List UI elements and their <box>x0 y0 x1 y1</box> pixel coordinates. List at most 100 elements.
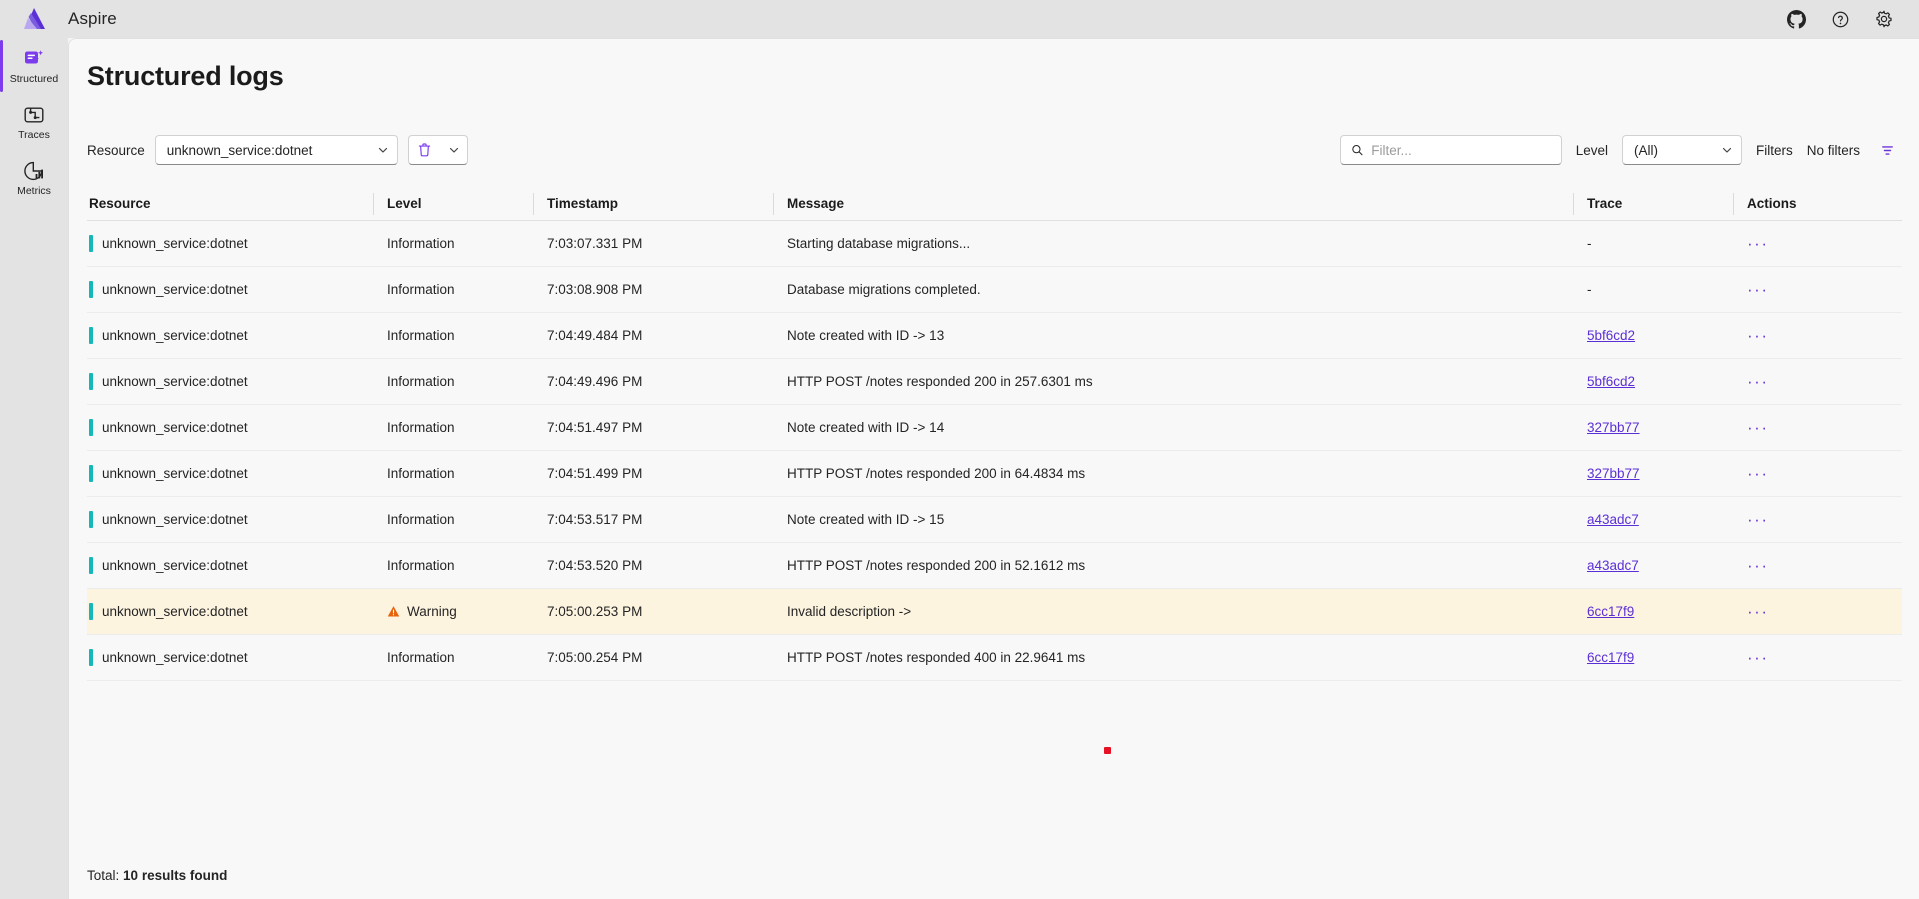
resource-color-bar <box>89 511 93 528</box>
timestamp-value: 7:04:53.520 PM <box>547 558 643 573</box>
cell-actions: ··· <box>1747 221 1902 267</box>
cell-message: HTTP POST /notes responded 200 in 52.161… <box>787 543 1587 589</box>
cell-message: HTTP POST /notes responded 200 in 257.63… <box>787 359 1587 405</box>
sidebar-item-label: Metrics <box>17 185 51 198</box>
message-text: Invalid description -> <box>787 604 912 619</box>
level-select-value: (All) <box>1633 142 1658 158</box>
column-header-trace[interactable]: Trace <box>1573 192 1747 215</box>
resource-color-bar <box>89 649 93 666</box>
cell-trace: 6cc17f9 <box>1587 589 1747 635</box>
timestamp-value: 7:05:00.254 PM <box>547 650 643 665</box>
search-input[interactable] <box>1371 142 1551 158</box>
table-row[interactable]: unknown_service:dotnet Information 7:03:… <box>87 267 1902 313</box>
table-row[interactable]: unknown_service:dotnet Information 7:04:… <box>87 497 1902 543</box>
sidebar-item-structured[interactable]: Structured <box>0 38 68 94</box>
cell-level: Information <box>387 497 547 543</box>
trace-link[interactable]: 5bf6cd2 <box>1587 374 1636 389</box>
cell-actions: ··· <box>1747 543 1902 589</box>
column-header-timestamp[interactable]: Timestamp <box>533 192 787 215</box>
resource-color-bar <box>89 603 93 620</box>
row-actions-button[interactable]: ··· <box>1747 464 1769 483</box>
total-value: 10 results found <box>123 868 228 883</box>
row-actions-button[interactable]: ··· <box>1747 280 1769 299</box>
table-row[interactable]: unknown_service:dotnet Information 7:04:… <box>87 313 1902 359</box>
gear-icon[interactable] <box>1873 8 1895 30</box>
sidebar-item-label: Traces <box>18 129 50 142</box>
sidebar-item-metrics[interactable]: Metrics <box>0 150 68 206</box>
trace-link[interactable]: a43adc7 <box>1587 512 1639 527</box>
toolbar: Resource unknown_service:dotnet <box>69 135 1919 177</box>
github-icon[interactable] <box>1785 8 1807 30</box>
help-circle-icon[interactable] <box>1829 8 1851 30</box>
cell-timestamp: 7:04:49.496 PM <box>547 359 787 405</box>
row-actions-button[interactable]: ··· <box>1747 418 1769 437</box>
app-title: Aspire <box>68 9 117 28</box>
row-actions-button[interactable]: ··· <box>1747 510 1769 529</box>
cell-timestamp: 7:05:00.254 PM <box>547 635 787 681</box>
cell-timestamp: 7:04:53.517 PM <box>547 497 787 543</box>
cell-resource: unknown_service:dotnet <box>87 635 387 681</box>
cell-level: Warning <box>387 589 547 635</box>
resource-name: unknown_service:dotnet <box>102 604 248 619</box>
message-text: HTTP POST /notes responded 400 in 22.964… <box>787 650 1086 665</box>
sidebar: Structured Traces Metrics <box>0 38 68 899</box>
cell-resource: unknown_service:dotnet <box>87 313 387 359</box>
cell-message: Note created with ID -> 15 <box>787 497 1587 543</box>
timestamp-value: 7:04:51.497 PM <box>547 420 643 435</box>
trace-link[interactable]: 327bb77 <box>1587 420 1640 435</box>
row-actions-button[interactable]: ··· <box>1747 234 1769 253</box>
table-row[interactable]: unknown_service:dotnet Warning 7:05:00.2… <box>87 589 1902 635</box>
table-row[interactable]: unknown_service:dotnet Information 7:04:… <box>87 405 1902 451</box>
cell-timestamp: 7:04:51.499 PM <box>547 451 787 497</box>
column-header-resource[interactable]: Resource <box>89 196 151 211</box>
cell-timestamp: 7:03:07.331 PM <box>547 221 787 267</box>
main-content: Structured logs Resource unknown_service… <box>68 38 1919 899</box>
trace-link[interactable]: 6cc17f9 <box>1587 604 1635 619</box>
table-row[interactable]: unknown_service:dotnet Information 7:04:… <box>87 359 1902 405</box>
remove-logs-button-group[interactable] <box>407 135 468 165</box>
level-value: Information <box>387 512 455 527</box>
trace-link[interactable]: 6cc17f9 <box>1587 650 1635 665</box>
row-actions-button[interactable]: ··· <box>1747 326 1769 345</box>
page-title: Structured logs <box>87 61 284 91</box>
column-header-message[interactable]: Message <box>773 192 1587 215</box>
timestamp-value: 7:04:51.499 PM <box>547 466 643 481</box>
sidebar-item-traces[interactable]: Traces <box>0 94 68 150</box>
table-row[interactable]: unknown_service:dotnet Information 7:04:… <box>87 543 1902 589</box>
level-select[interactable]: (All) <box>1621 135 1742 165</box>
cell-resource: unknown_service:dotnet <box>87 451 387 497</box>
trace-link[interactable]: 5bf6cd2 <box>1587 328 1636 343</box>
resource-color-bar <box>89 373 93 390</box>
column-header-level[interactable]: Level <box>373 192 547 215</box>
trash-icon[interactable] <box>409 136 441 164</box>
message-text: Note created with ID -> 15 <box>787 512 945 527</box>
trace-link[interactable]: 327bb77 <box>1587 466 1640 481</box>
level-value: Warning <box>387 604 457 619</box>
resource-name: unknown_service:dotnet <box>102 650 248 665</box>
filters-label: Filters <box>1755 142 1793 158</box>
table-row[interactable]: unknown_service:dotnet Information 7:04:… <box>87 451 1902 497</box>
chevron-down-icon <box>449 147 458 153</box>
cell-timestamp: 7:05:00.253 PM <box>547 589 787 635</box>
resource-color-bar <box>89 557 93 574</box>
resource-select[interactable]: unknown_service:dotnet <box>154 135 398 165</box>
trace-link[interactable]: a43adc7 <box>1587 558 1639 573</box>
aspire-logo[interactable] <box>0 6 68 32</box>
level-value: Information <box>387 558 455 573</box>
table-row[interactable]: unknown_service:dotnet Information 7:05:… <box>87 635 1902 681</box>
level-value: Information <box>387 466 455 481</box>
resource-color-bar <box>89 281 93 298</box>
filter-search-box[interactable] <box>1339 135 1562 165</box>
level-text: Warning <box>407 604 457 619</box>
cell-message: Starting database migrations... <box>787 221 1587 267</box>
filter-icon[interactable] <box>1874 137 1900 163</box>
row-actions-button[interactable]: ··· <box>1747 372 1769 391</box>
table-row[interactable]: unknown_service:dotnet Information 7:03:… <box>87 221 1902 267</box>
row-actions-button[interactable]: ··· <box>1747 648 1769 667</box>
level-value: Information <box>387 650 455 665</box>
cell-message: Note created with ID -> 14 <box>787 405 1587 451</box>
remove-logs-caret[interactable] <box>441 136 467 164</box>
row-actions-button[interactable]: ··· <box>1747 556 1769 575</box>
table-body: unknown_service:dotnet Information 7:03:… <box>87 221 1902 681</box>
row-actions-button[interactable]: ··· <box>1747 602 1769 621</box>
